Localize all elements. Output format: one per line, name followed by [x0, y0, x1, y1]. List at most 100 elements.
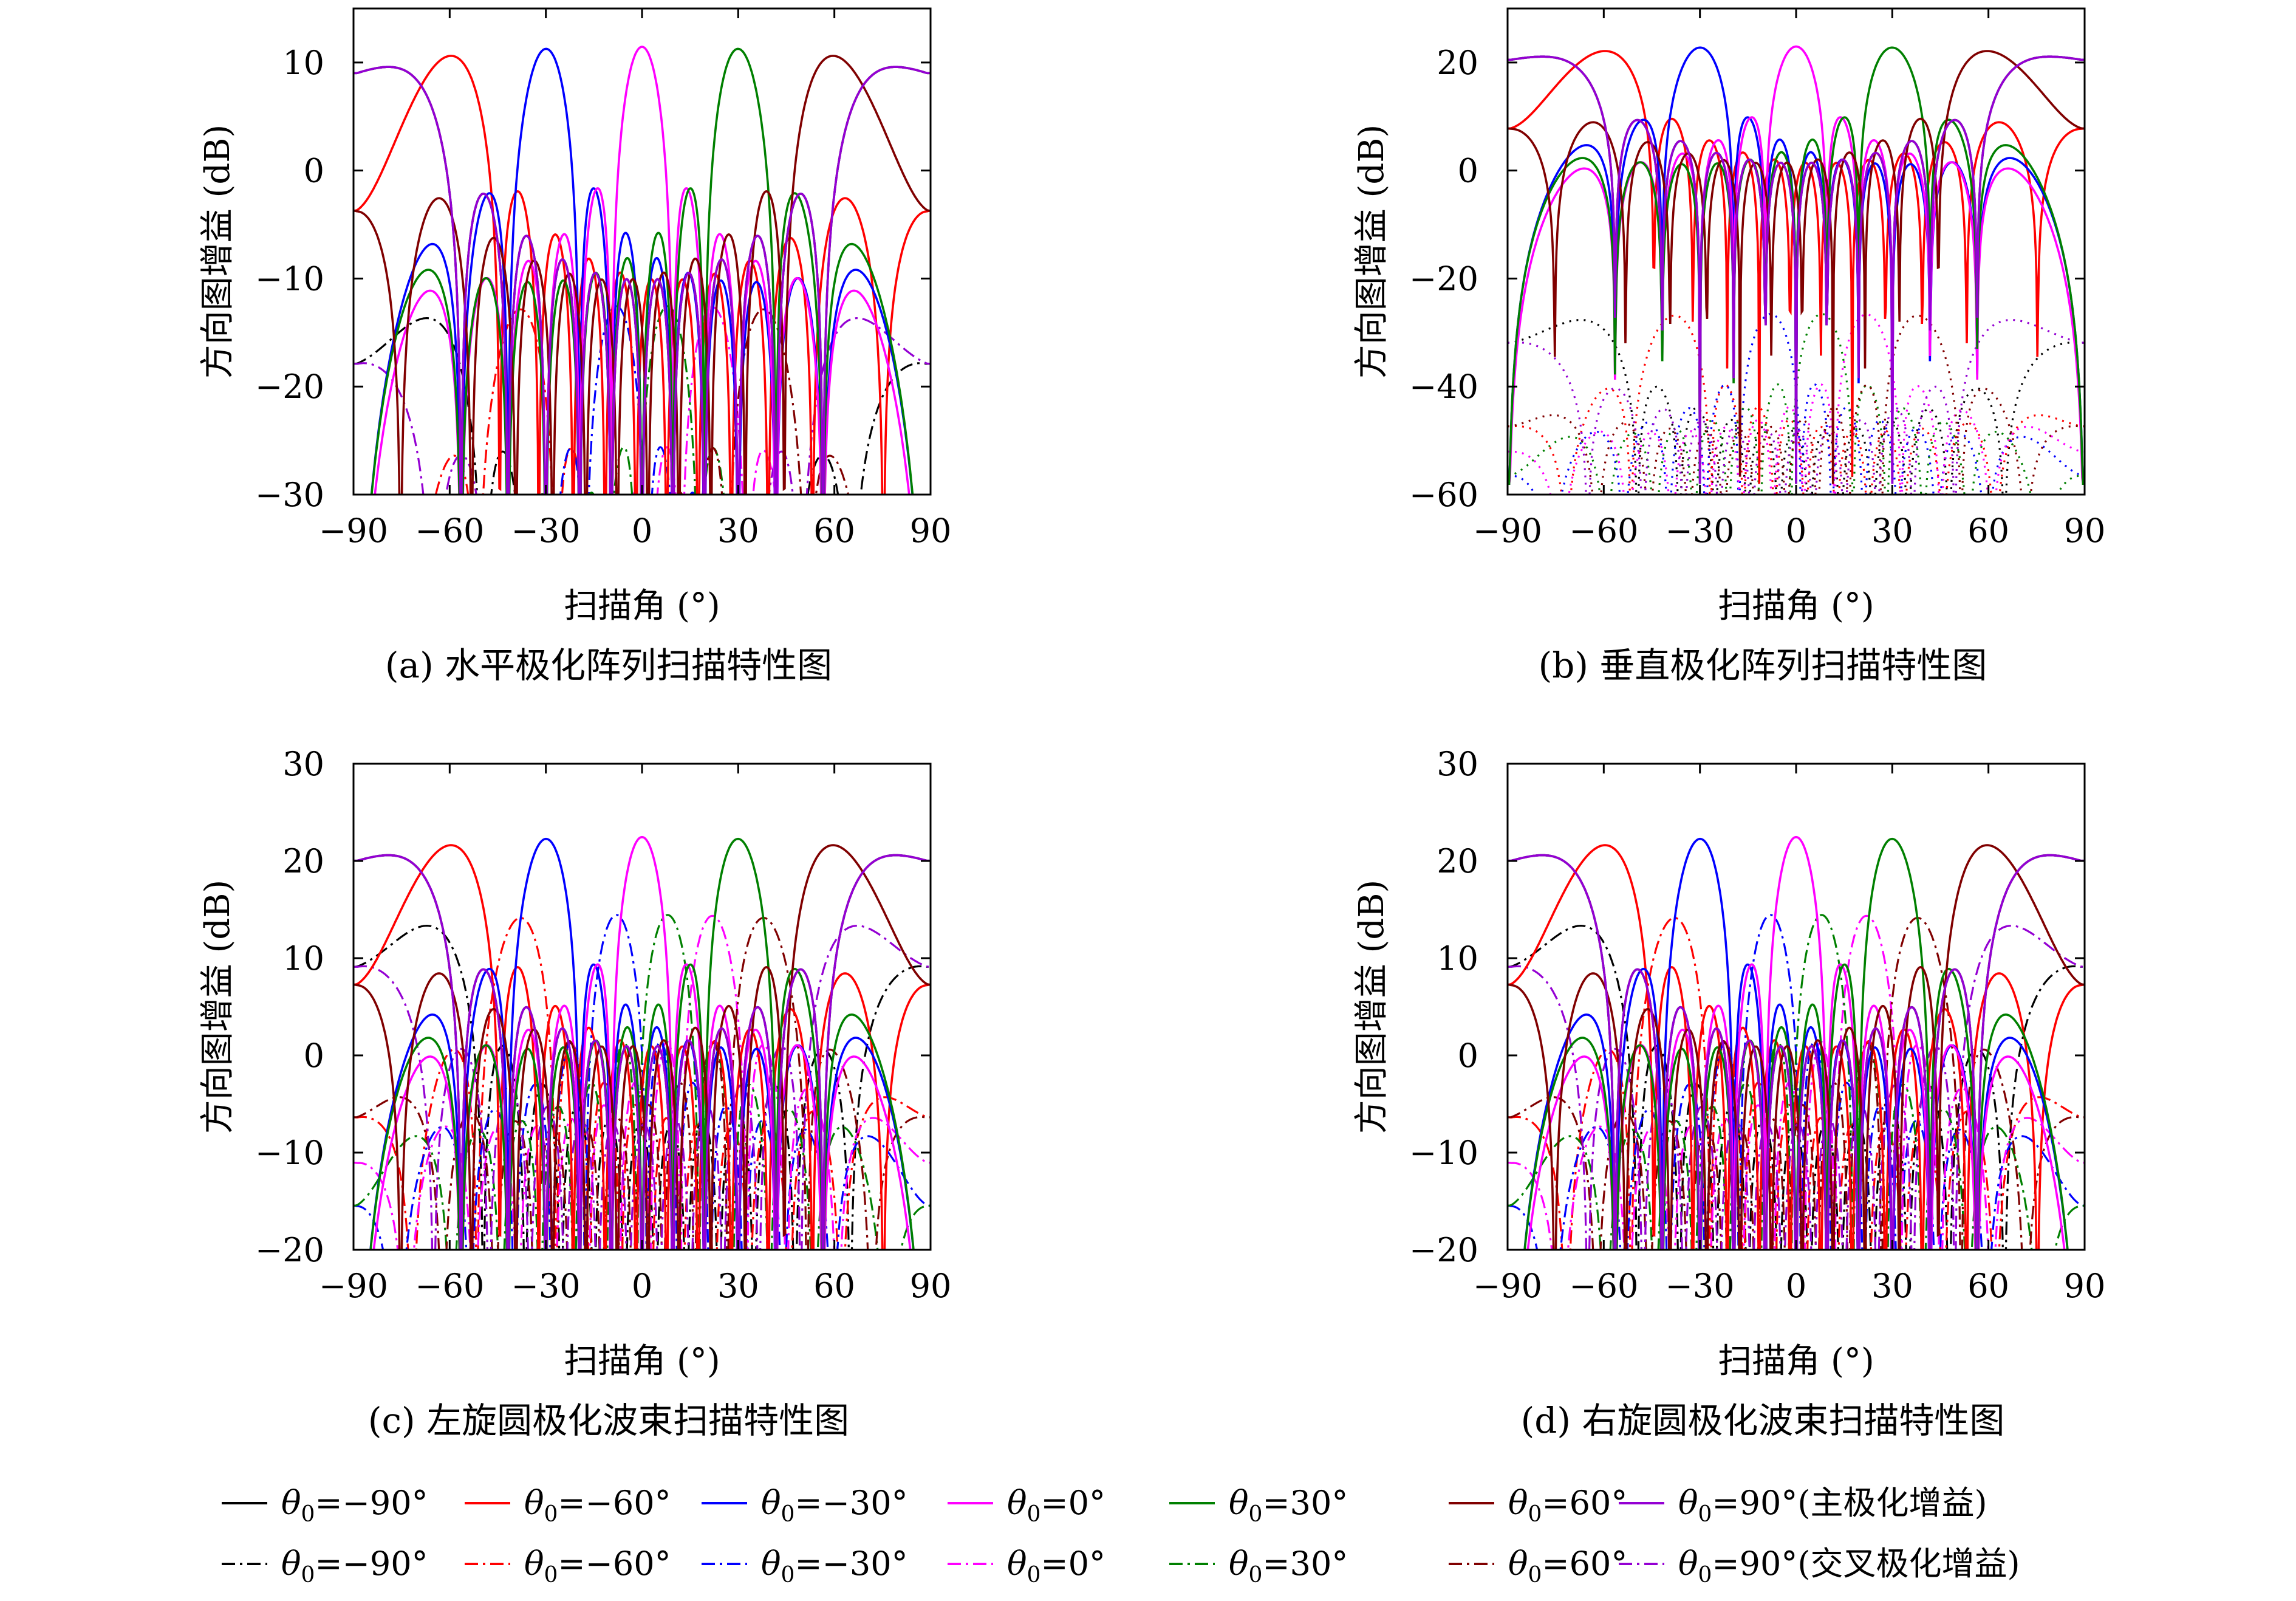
series-cross-6	[1508, 925, 2085, 1250]
series-main-4	[371, 47, 914, 495]
x-tick-label: 90	[2064, 1267, 2106, 1305]
y-tick-label: 20	[1437, 44, 1478, 82]
legend-row-main: θ0=−90° θ0=−60° θ0=−30° θ0=0° θ0=30° θ0=60° θ0…	[222, 1484, 1987, 1527]
series-main-4	[1523, 837, 2069, 1250]
legend-item: θ0=30°	[1169, 1544, 1348, 1588]
x-tick-label: −90	[1473, 1267, 1542, 1305]
x-tick-label: −60	[415, 1267, 484, 1305]
legend-label: θ0=0°	[1007, 1484, 1105, 1527]
x-tick-label: −60	[1569, 512, 1638, 550]
legend-label: θ0=−90°	[281, 1544, 428, 1588]
x-axis-label: 扫描角 (°)	[1718, 1342, 1874, 1381]
series-main-4	[369, 837, 915, 1250]
y-tick-label: −10	[255, 259, 324, 298]
legend-item: θ0=60°	[1449, 1544, 1627, 1588]
x-tick-label: −60	[1569, 1267, 1638, 1305]
x-tick-label: −90	[319, 512, 388, 550]
x-tick-label: 90	[910, 1267, 952, 1305]
series-cross-4	[1508, 914, 2085, 1250]
legend: θ0=−90° θ0=−60° θ0=−30° θ0=0° θ0=30° θ0=60° θ0…	[222, 1484, 2020, 1588]
x-tick-label: −30	[511, 1267, 581, 1305]
x-tick-label: 30	[717, 512, 759, 550]
series-main-3	[1508, 45, 2085, 485]
series-cross-1	[1508, 917, 2085, 1250]
x-tick-label: 90	[910, 512, 952, 550]
series-main-5	[354, 55, 931, 495]
panel-caption: (d) 右旋圆极化波束扫描特性图	[1521, 1400, 2005, 1441]
series-main-3	[372, 835, 912, 1250]
y-tick-label: 30	[282, 745, 324, 783]
series-cross-6	[354, 925, 931, 1250]
y-tick-label: −20	[1409, 259, 1478, 298]
legend-item: θ0=0°	[948, 1544, 1105, 1588]
legend-item: θ0=0°	[948, 1484, 1105, 1527]
series-main-5	[354, 844, 931, 1250]
x-tick-label: 30	[1871, 1267, 1913, 1305]
y-tick-label: −30	[255, 476, 324, 514]
series-main-2	[369, 837, 915, 1250]
legend-label: θ0=60°	[1508, 1484, 1627, 1527]
plot-area	[354, 46, 931, 495]
series-cross-0	[1508, 319, 2085, 495]
legend-label: θ0=90°(交叉极化增益)	[1678, 1544, 2020, 1588]
legend-label: θ0=90°(主极化增益)	[1678, 1484, 1987, 1527]
legend-label: θ0=60°	[1508, 1544, 1627, 1588]
legend-label: θ0=−30°	[761, 1544, 908, 1588]
x-tick-label: 30	[1871, 512, 1913, 550]
legend-label: θ0=−30°	[761, 1484, 908, 1527]
panel-caption: (b) 垂直极化阵列扫描特性图	[1539, 645, 1987, 686]
series-cross-5	[354, 917, 931, 1250]
x-tick-label: 60	[813, 1267, 855, 1305]
y-tick-label: 0	[1458, 1037, 1478, 1075]
series-cross-0	[354, 317, 931, 495]
chart-panel-c: −90 −60 −30 0 30 60 90 −20 −10 0 10 20 30 扫描角 (°) 方向图增…	[198, 745, 952, 1441]
x-tick-label: −30	[511, 512, 581, 550]
x-tick-label: 0	[1786, 512, 1806, 550]
y-tick-label: −20	[255, 1231, 324, 1269]
series-main-6	[354, 854, 931, 1250]
x-tick-label: −60	[415, 512, 484, 550]
y-tick-label: 10	[282, 44, 324, 82]
y-tick-label: 0	[1458, 152, 1478, 190]
legend-row-cross: θ0=−90° θ0=−60° θ0=−30° θ0=0° θ0=30° θ0=60° θ0…	[222, 1544, 2020, 1588]
x-tick-label: 0	[632, 512, 652, 550]
legend-label: θ0=30°	[1229, 1484, 1348, 1527]
legend-item: θ0=−60°	[465, 1484, 671, 1527]
x-tick-label: −90	[1473, 512, 1542, 550]
legend-item: θ0=30°	[1169, 1484, 1348, 1527]
chart-panel-a: −90 −60 −30 0 30 60 90 −30 −20 −10 0 10 扫描角 (°) 方向图增益…	[198, 7, 952, 686]
y-tick-label: 20	[282, 842, 324, 880]
legend-item: θ0=−90°	[222, 1484, 428, 1527]
series-main-3	[374, 46, 911, 495]
x-tick-label: 60	[1967, 1267, 2009, 1305]
legend-item: θ0=−90°	[222, 1544, 428, 1588]
series-main-6	[354, 66, 931, 495]
series-main-5	[1508, 50, 2085, 484]
series-cross-4	[354, 914, 931, 1250]
chart-panel-d: −90 −60 −30 0 30 60 90 −20 −10 0 10 20 30 扫描角 (°) 方向图增…	[1352, 745, 2106, 1441]
x-tick-label: 0	[632, 1267, 652, 1305]
series-main-3	[1526, 835, 2066, 1250]
x-tick-label: 60	[1967, 512, 2009, 550]
series-cross-2	[1508, 313, 2085, 495]
plot-area	[1508, 835, 2085, 1250]
series-main-5	[1508, 844, 2085, 1250]
series-main-6	[1508, 55, 2085, 484]
series-main-2	[370, 47, 914, 495]
legend-item: θ0=−60°	[465, 1544, 671, 1588]
series-main-2	[1523, 837, 2069, 1250]
y-tick-label: −60	[1409, 476, 1478, 514]
legend-item: θ0=90°(交叉极化增益)	[1619, 1544, 2020, 1588]
x-axis-label: 扫描角 (°)	[1718, 586, 1874, 626]
x-axis-label: 扫描角 (°)	[564, 1342, 720, 1381]
y-axis-label: 方向图增益 (dB)	[1352, 125, 1392, 379]
x-tick-label: 90	[2064, 512, 2106, 550]
panel-caption: (a) 水平极化阵列扫描特性图	[385, 645, 832, 686]
legend-item: θ0=90°(主极化增益)	[1619, 1484, 1987, 1527]
legend-item: θ0=−30°	[702, 1544, 908, 1588]
legend-label: θ0=−60°	[524, 1544, 671, 1588]
x-axis-label: 扫描角 (°)	[564, 586, 720, 626]
y-tick-label: 10	[1437, 939, 1478, 978]
x-tick-label: 60	[813, 512, 855, 550]
